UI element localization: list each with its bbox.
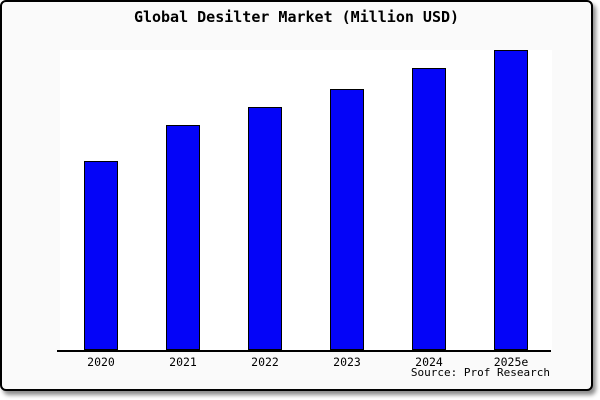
chart-card: Global Desilter Market (Million USD) 202… [0, 0, 593, 391]
x-tick-label-2023: 2023 [333, 355, 361, 369]
x-tick-label-2021: 2021 [169, 355, 197, 369]
x-tick-label-2022: 2022 [251, 355, 279, 369]
bar-2025e [494, 50, 528, 350]
bar-2020 [84, 161, 118, 350]
x-tick-label-2024: 2024 [415, 355, 443, 369]
bar-2024 [412, 68, 446, 350]
x-axis-line [57, 350, 551, 352]
bar-2021 [166, 125, 200, 350]
x-tick-label-2020: 2020 [87, 355, 115, 369]
bar-2022 [248, 107, 282, 350]
bar-2023 [330, 89, 364, 350]
plot-area [57, 50, 552, 352]
chart-title: Global Desilter Market (Million USD) [133, 8, 460, 26]
x-tick-label-2025e: 2025e [493, 355, 529, 369]
source-credit: Source: Prof Research [410, 366, 550, 379]
